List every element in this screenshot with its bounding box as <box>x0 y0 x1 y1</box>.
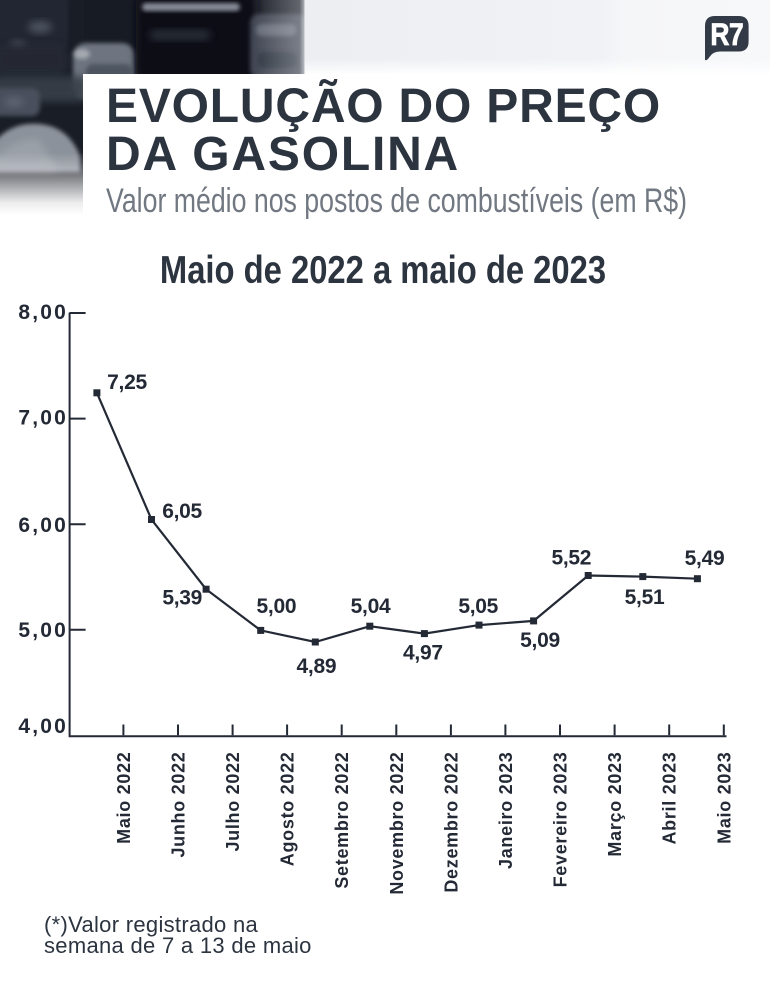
svg-text:5,52: 5,52 <box>551 546 591 569</box>
svg-text:8,00: 8,00 <box>18 301 68 324</box>
svg-text:5,49: 5,49 <box>685 547 725 570</box>
svg-text:Janeiro 2023: Janeiro 2023 <box>496 752 516 869</box>
svg-text:Fevereiro 2023: Fevereiro 2023 <box>551 752 571 888</box>
svg-text:5,39: 5,39 <box>162 586 202 609</box>
svg-text:4,97: 4,97 <box>403 642 443 665</box>
svg-text:Junho 2022: Junho 2022 <box>169 752 189 858</box>
svg-text:4,89: 4,89 <box>297 655 337 678</box>
svg-text:5,00: 5,00 <box>18 619 68 642</box>
svg-text:5,04: 5,04 <box>351 595 391 618</box>
svg-text:R7: R7 <box>710 18 743 53</box>
svg-text:5,05: 5,05 <box>458 595 498 618</box>
svg-text:5,09: 5,09 <box>520 629 560 652</box>
svg-text:5,00: 5,00 <box>257 595 297 618</box>
svg-text:Março 2023: Março 2023 <box>605 752 625 857</box>
svg-text:Maio 2023: Maio 2023 <box>714 752 734 844</box>
svg-text:Abril 2023: Abril 2023 <box>660 752 680 845</box>
svg-text:5,51: 5,51 <box>625 586 665 609</box>
svg-text:Novembro 2022: Novembro 2022 <box>387 752 407 895</box>
svg-text:7,00: 7,00 <box>18 407 68 430</box>
svg-text:Agosto 2022: Agosto 2022 <box>278 752 298 867</box>
svg-text:Maio 2022: Maio 2022 <box>114 752 134 844</box>
svg-text:6,00: 6,00 <box>18 514 68 537</box>
svg-text:6,05: 6,05 <box>162 500 202 523</box>
svg-text:Julho 2022: Julho 2022 <box>223 752 243 852</box>
svg-text:4,00: 4,00 <box>18 715 68 738</box>
svg-text:7,25: 7,25 <box>107 371 147 394</box>
svg-text:Dezembro 2022: Dezembro 2022 <box>441 752 461 893</box>
svg-text:Setembro 2022: Setembro 2022 <box>332 752 352 889</box>
